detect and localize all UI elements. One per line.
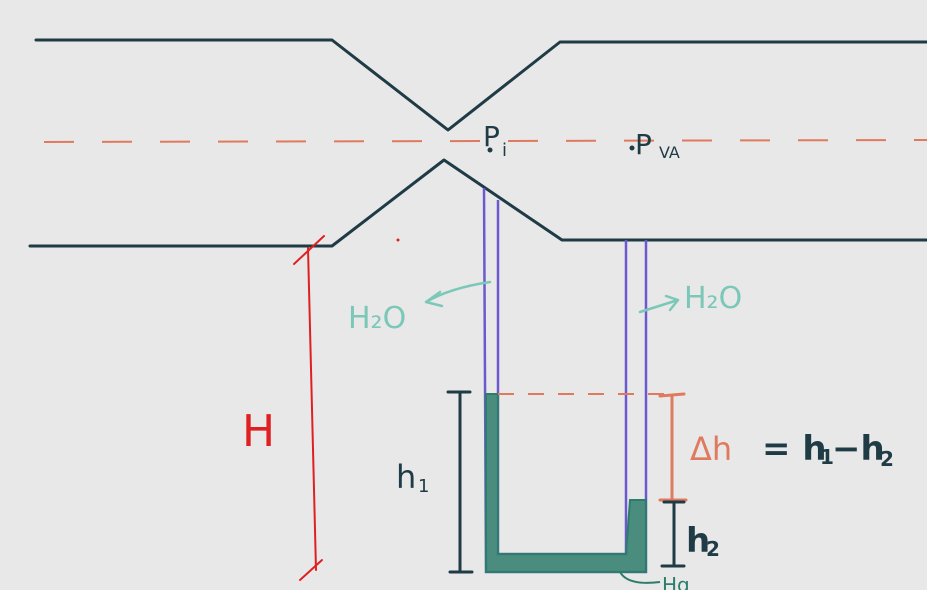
height-H-marker [293, 235, 325, 581]
label-water-left: H₂O [348, 301, 406, 336]
point-pi-marker [487, 147, 493, 153]
label-p-i: P [483, 120, 500, 153]
h1-marker [446, 390, 474, 574]
label-hg: Hg [662, 573, 690, 590]
label-h2-sub: 2 [706, 537, 720, 561]
water-right-arrow [638, 294, 680, 314]
tube-outer [482, 187, 648, 574]
delta-h-marker [658, 392, 688, 502]
label-h1: h [396, 458, 416, 496]
label-p-va: P [635, 128, 652, 161]
fluid-arrow [619, 571, 661, 584]
water-left-arrow [424, 280, 492, 308]
manometer-fluid [485, 393, 647, 573]
point-pva-marker [629, 145, 635, 151]
venturi-pipe [28, 38, 927, 248]
label-equation: = h [762, 429, 827, 469]
pipe-top-wall [34, 38, 927, 132]
label-h2: h [686, 521, 710, 561]
manometer-tube [482, 187, 648, 574]
h2-marker [660, 500, 686, 568]
label-h1-sub: 1 [418, 476, 429, 497]
label-equation-minus: −h [832, 429, 885, 469]
label-p-va-sub: VA [659, 143, 680, 162]
pipe-bottom-wall [28, 158, 927, 248]
label-p-i-sub: i [502, 140, 507, 161]
label-water-right: H₂O [684, 281, 742, 316]
tube-inner [496, 200, 628, 556]
label-equation-sub1: 1 [820, 445, 834, 469]
stray-dot [396, 238, 400, 242]
label-H: H [242, 406, 275, 457]
label-equation-sub2: 2 [880, 447, 894, 471]
label-delta-h: Δh [690, 430, 732, 468]
